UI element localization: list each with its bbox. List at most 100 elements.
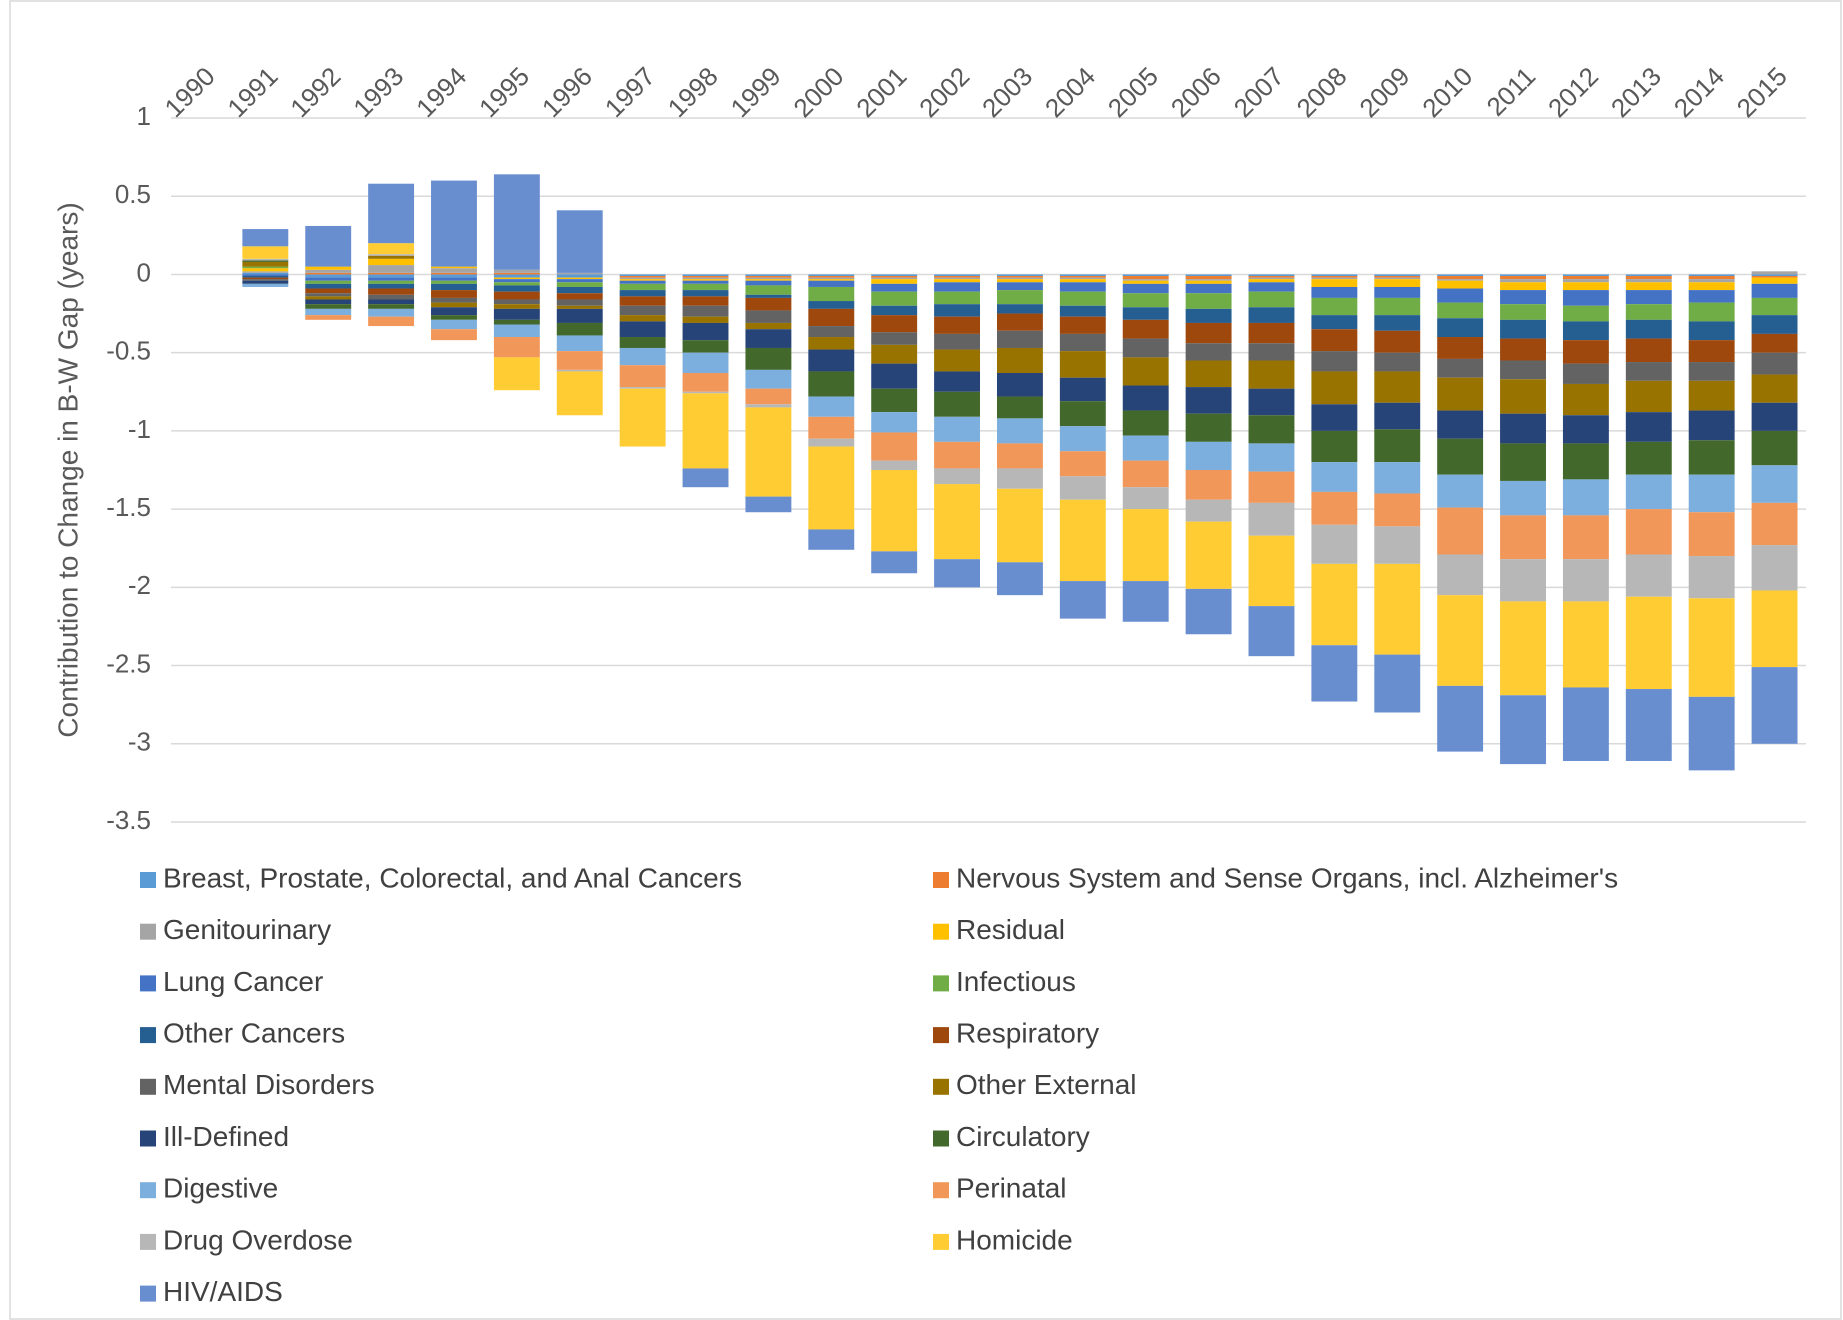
bar-segment — [1562, 479, 1609, 516]
bar-segment — [1751, 333, 1798, 353]
bar-segment — [1625, 304, 1672, 320]
legend-swatch — [140, 975, 156, 992]
bar-segment — [808, 301, 855, 309]
bar-segment — [1185, 279, 1232, 281]
bar-segment — [242, 276, 289, 278]
bar-segment — [1688, 440, 1735, 475]
bar-segment — [1688, 282, 1735, 291]
bar-segment — [1688, 362, 1735, 381]
bar-segment — [1059, 291, 1106, 306]
bar-segment — [1437, 302, 1484, 319]
bar-segment — [1437, 554, 1484, 596]
bar-segment — [808, 286, 855, 302]
bar-segment — [1374, 276, 1421, 278]
legend-label: Genitourinary — [163, 914, 331, 945]
y-tick-label: 0 — [137, 257, 151, 287]
y-tick-label: 1 — [137, 101, 151, 131]
bar-segment — [368, 255, 415, 259]
bar-segment — [808, 371, 855, 397]
legend-label: Residual — [956, 914, 1065, 945]
bar-segment — [1437, 685, 1484, 752]
bar-segment — [934, 441, 981, 469]
bar-segment — [556, 335, 603, 352]
bar-segment — [1751, 277, 1798, 284]
bar-segment — [556, 369, 603, 372]
bar-segment — [1374, 563, 1421, 655]
bar-segment — [242, 277, 289, 280]
bar-segment — [1248, 322, 1295, 344]
bar-segment — [619, 290, 666, 297]
bar-segment — [1122, 279, 1169, 281]
bar-segment — [1311, 277, 1358, 280]
bar-segment — [682, 305, 729, 317]
legend-swatch — [933, 975, 949, 992]
y-tick-label: -1.5 — [106, 492, 151, 522]
bar-segment — [1688, 321, 1735, 341]
bar-segment — [1625, 380, 1672, 413]
bar-segment — [1688, 512, 1735, 557]
bar-segment — [1248, 277, 1295, 280]
bar-segment — [1751, 667, 1798, 744]
bar-segment — [1688, 302, 1735, 322]
legend-label: HIV/AIDS — [163, 1276, 283, 1307]
bar-segment — [808, 446, 855, 530]
bar-segment — [1311, 371, 1358, 405]
bar-segment — [242, 280, 289, 284]
bar-segment — [431, 319, 477, 330]
bar-segment — [368, 299, 415, 305]
legend-label: Infectious — [956, 966, 1076, 997]
bar-segment — [1562, 290, 1609, 306]
bar-segment — [996, 277, 1043, 280]
bar-segment — [493, 282, 540, 286]
bar-segment — [1122, 435, 1169, 461]
legend-swatch — [933, 923, 949, 940]
bar-segment — [1562, 321, 1609, 341]
bar-segment — [305, 293, 352, 297]
bar-segment — [368, 280, 415, 284]
bar-segment — [556, 308, 603, 323]
bar-segment — [1185, 322, 1232, 344]
bar-segment — [1311, 297, 1358, 316]
bar-segment — [1374, 297, 1421, 316]
bar-segment — [808, 279, 855, 281]
bar-segment — [1374, 352, 1421, 372]
bar-segment — [1500, 276, 1546, 280]
bar-segment — [682, 296, 729, 306]
bar-segment — [1437, 279, 1484, 281]
bar-segment — [1248, 282, 1295, 292]
bar-segment — [556, 210, 603, 273]
bar-segment — [242, 229, 289, 247]
bar-segment — [1625, 554, 1672, 597]
bar-segment — [871, 315, 918, 333]
bar-segment — [1562, 687, 1609, 761]
bar-segment — [808, 337, 855, 350]
bar-segment — [1185, 588, 1232, 635]
bar-segment — [368, 316, 415, 327]
legend-swatch — [933, 1233, 949, 1250]
bar-segment — [1374, 279, 1421, 287]
bar-segment — [934, 304, 981, 317]
bar-segment — [1751, 545, 1798, 591]
bar-segment — [368, 294, 415, 300]
bar-segment — [1311, 276, 1358, 278]
bar-segment — [1751, 352, 1798, 375]
bar-segment — [619, 283, 666, 291]
bar-segment — [1625, 596, 1672, 690]
bar-segment — [996, 330, 1043, 348]
bar-segment — [1248, 276, 1295, 278]
bar-segment — [1185, 413, 1232, 442]
bar-segment — [1248, 279, 1295, 283]
bar-segment — [1311, 462, 1358, 492]
y-tick-label: -2.5 — [106, 648, 151, 678]
bar-segment — [1122, 385, 1169, 411]
bar-segment — [242, 266, 289, 269]
bar-segment — [1625, 338, 1672, 363]
bar-segment — [1437, 474, 1484, 508]
bar-segment — [871, 291, 918, 306]
legend-swatch — [140, 1078, 156, 1095]
bar-segment — [1185, 343, 1232, 361]
bar-segment — [1437, 274, 1484, 277]
bar-segment — [493, 174, 540, 270]
legend-label: Respiratory — [956, 1017, 1099, 1048]
bar-segment — [619, 277, 666, 280]
